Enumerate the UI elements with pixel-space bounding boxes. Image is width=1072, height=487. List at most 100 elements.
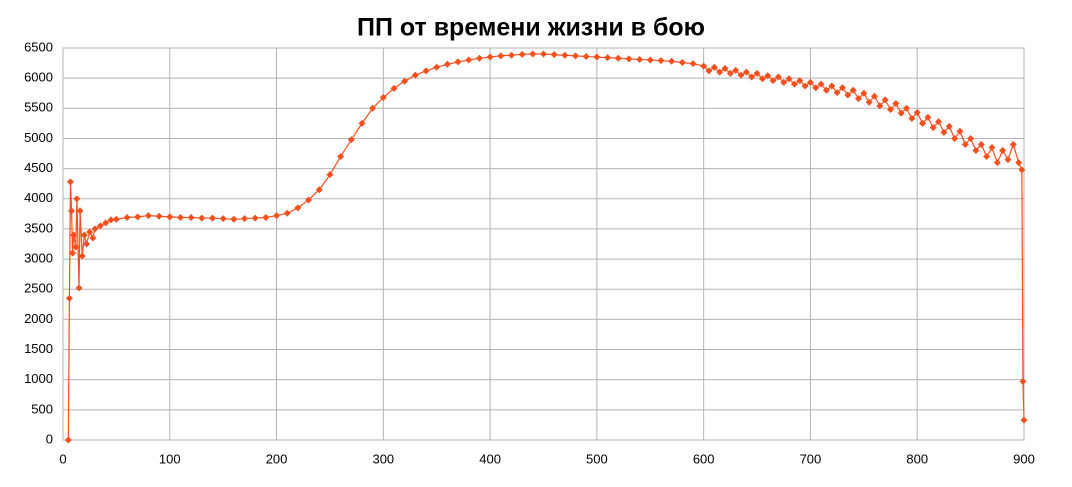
data-point <box>176 213 184 221</box>
data-point <box>91 225 99 233</box>
x-tick-label: 0 <box>59 451 66 466</box>
data-point <box>82 240 90 248</box>
data-point <box>742 68 750 76</box>
data-point <box>112 215 120 223</box>
data-point <box>123 213 131 221</box>
data-point <box>967 134 975 142</box>
data-point <box>636 55 644 63</box>
data-point <box>540 50 547 58</box>
data-point <box>940 128 948 136</box>
plot-area <box>62 47 1025 441</box>
data-point <box>961 140 969 148</box>
data-point <box>1018 166 1026 174</box>
data-point <box>999 147 1007 155</box>
y-tick-label: 6000 <box>24 70 53 85</box>
data-point <box>379 93 387 101</box>
data-point <box>78 252 86 260</box>
data-point <box>716 68 724 76</box>
data-point <box>66 178 74 186</box>
data-point <box>550 51 558 59</box>
data-point <box>828 82 836 90</box>
data-point <box>1015 159 1023 167</box>
data-point <box>561 51 569 59</box>
y-tick-label: 3500 <box>24 220 53 235</box>
data-point <box>838 84 846 92</box>
data-point <box>230 215 238 223</box>
data-point <box>273 212 281 220</box>
data-point <box>988 144 996 152</box>
data-point <box>753 69 761 77</box>
data-point <box>198 214 206 222</box>
data-point <box>64 436 72 444</box>
data-point <box>518 50 526 58</box>
data-point <box>305 196 313 204</box>
y-tick-label: 6500 <box>24 39 53 54</box>
data-point <box>700 62 708 70</box>
data-point <box>924 113 932 121</box>
data-point <box>657 57 665 65</box>
data-point <box>897 109 905 117</box>
y-tick-label: 2500 <box>24 281 53 296</box>
x-tick-label: 200 <box>266 451 288 466</box>
data-point <box>796 77 804 85</box>
data-point <box>929 124 937 132</box>
data-point <box>951 134 959 142</box>
data-point <box>144 212 152 220</box>
y-tick-label: 4000 <box>24 190 53 205</box>
data-point <box>913 109 921 117</box>
data-point <box>774 73 782 81</box>
y-tick-label: 5000 <box>24 130 53 145</box>
data-point <box>849 86 857 94</box>
data-point <box>76 207 84 215</box>
data-point <box>73 195 81 203</box>
data-point <box>860 89 868 97</box>
data-point <box>497 52 505 60</box>
data-point <box>822 86 830 94</box>
data-point <box>102 219 110 227</box>
data-point <box>96 222 104 230</box>
data-point <box>572 52 580 60</box>
data-point <box>780 78 788 86</box>
data-point <box>507 51 515 59</box>
data-point <box>865 98 873 106</box>
data-point <box>806 78 814 86</box>
data-point <box>582 52 590 60</box>
data-point <box>993 159 1001 167</box>
data-point <box>529 50 537 58</box>
data-point <box>785 75 793 83</box>
data-point <box>1009 140 1017 148</box>
data-point <box>241 215 249 223</box>
data-point <box>710 63 718 71</box>
data-point <box>887 106 895 114</box>
data-point <box>68 207 76 215</box>
chart-title: ПП от времени жизни в бою <box>357 14 705 42</box>
data-point <box>465 56 473 64</box>
data-point <box>876 102 884 110</box>
data-point <box>854 95 862 103</box>
y-tick-label: 0 <box>46 431 53 446</box>
y-tick-label: 1500 <box>24 341 53 356</box>
data-point <box>908 115 916 123</box>
data-point <box>748 73 756 81</box>
data-point <box>80 231 88 239</box>
data-point <box>945 122 953 130</box>
x-tick-label: 300 <box>372 451 394 466</box>
data-point <box>972 147 980 155</box>
data-point <box>72 243 80 251</box>
data-point <box>70 231 78 239</box>
data-point <box>369 104 377 112</box>
data-point <box>433 63 441 71</box>
data-point <box>593 53 601 61</box>
data-point <box>737 71 745 79</box>
data-point <box>315 186 323 194</box>
data-point <box>678 58 686 66</box>
data-point <box>422 67 430 75</box>
data-point <box>726 69 734 77</box>
data-point <box>1019 378 1027 386</box>
data-point <box>208 214 216 222</box>
data-point <box>75 284 83 292</box>
data-point <box>134 213 142 221</box>
data-point <box>358 119 366 127</box>
data-point <box>956 127 964 135</box>
data-point <box>977 140 985 148</box>
